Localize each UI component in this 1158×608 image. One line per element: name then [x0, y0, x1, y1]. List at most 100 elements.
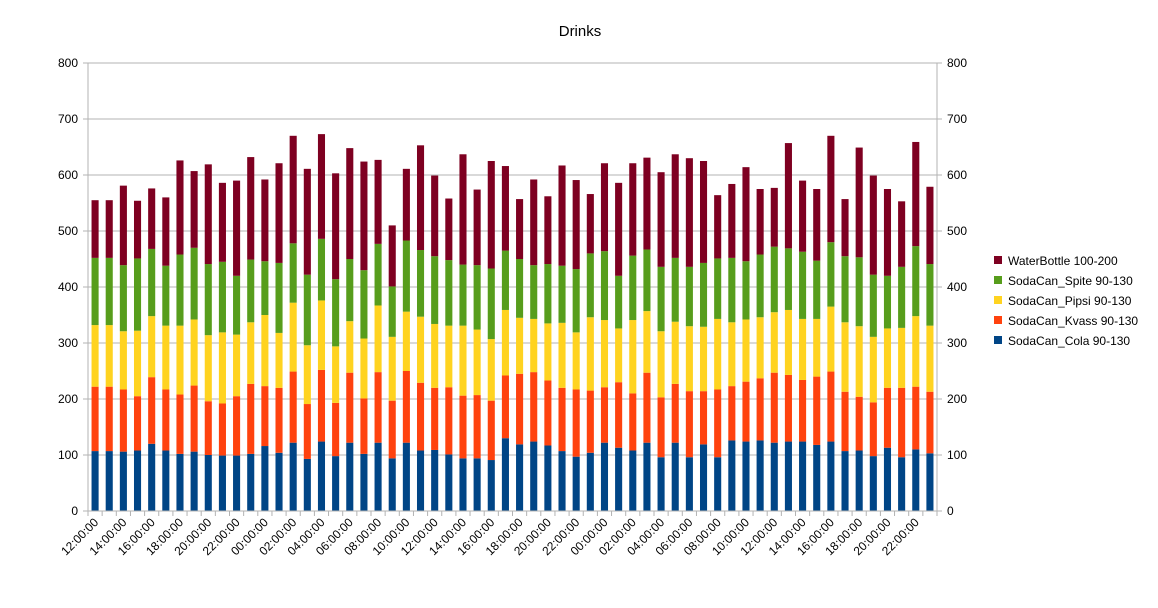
- bar-segment: [388, 400, 396, 459]
- bar-segment: [756, 254, 764, 318]
- bar-segment: [360, 338, 368, 399]
- y-tick-label-right: 0: [947, 504, 954, 518]
- bar-segment: [303, 168, 311, 275]
- bar-segment: [926, 325, 934, 392]
- bar-segment: [275, 387, 283, 453]
- y-tick-label-right: 700: [947, 112, 967, 126]
- bar-segment: [402, 168, 410, 241]
- bar-segment: [459, 458, 467, 511]
- bar-segment: [487, 268, 495, 340]
- bar-segment: [176, 160, 184, 255]
- y-tick-label-right: 600: [947, 168, 967, 182]
- bar-segment: [841, 451, 849, 511]
- bar-segment: [459, 154, 467, 265]
- bar-segment: [643, 311, 651, 373]
- bar-segment: [530, 265, 538, 319]
- bar-segment: [912, 386, 920, 450]
- bar-segment: [742, 381, 750, 442]
- bar-segment: [261, 446, 269, 511]
- bar-segment: [91, 325, 99, 387]
- y-tick-label-right: 100: [947, 448, 967, 462]
- bar-segment: [827, 135, 835, 243]
- bar-segment: [303, 274, 311, 346]
- bar-segment: [416, 316, 425, 383]
- bar-segment: [813, 189, 821, 261]
- bar-segment: [586, 390, 594, 453]
- bar-segment: [516, 199, 524, 259]
- bar-segment: [374, 243, 382, 306]
- bar-segment: [289, 371, 297, 443]
- bar-segment: [374, 442, 382, 511]
- legend-item-pipsi: SodaCan_Pipsi 90-130: [994, 294, 1132, 308]
- bar-segment: [629, 320, 637, 394]
- bar-segment: [600, 163, 609, 252]
- bar-segment: [714, 258, 722, 319]
- bar-segment: [261, 179, 269, 262]
- bar-segment: [516, 317, 524, 374]
- bar-segment: [346, 321, 354, 373]
- legend-label-waterbottle: WaterBottle 100-200: [1008, 254, 1118, 268]
- y-tick-label-left: 400: [58, 280, 78, 294]
- bar-segment: [926, 391, 934, 454]
- legend-item-cola: SodaCan_Cola 90-130: [994, 334, 1130, 348]
- bar-segment: [445, 387, 453, 455]
- bar-segment: [360, 270, 368, 339]
- bar-segment: [643, 372, 651, 443]
- bar-segment: [473, 189, 481, 266]
- bar-segment: [728, 322, 736, 387]
- bar-segment: [770, 246, 778, 313]
- legend-item-waterbottle: WaterBottle 100-200: [994, 254, 1118, 268]
- bar-segment: [770, 312, 778, 373]
- bar-segment: [530, 372, 538, 442]
- bar-segment: [204, 401, 212, 455]
- bar-segment: [303, 458, 311, 511]
- bar-segment: [756, 189, 764, 255]
- bar-segment: [501, 375, 509, 439]
- bar-segment: [685, 158, 693, 267]
- bar-segment: [133, 258, 142, 331]
- bar-segment: [303, 345, 311, 405]
- bar-segment: [728, 440, 736, 511]
- bar-segment: [643, 442, 651, 511]
- bar-segment: [487, 339, 495, 401]
- bar-segment: [841, 199, 849, 257]
- bar-segment: [218, 455, 226, 511]
- bar-segment: [346, 148, 354, 259]
- legend: WaterBottle 100-200 SodaCan_Spite 90-130…: [994, 254, 1138, 348]
- bar-segment: [402, 240, 410, 312]
- bar-segment: [445, 454, 453, 511]
- bar-segment: [317, 134, 326, 239]
- y-axis-left-ticks: 0 100 200 300 400 500 600 700 800: [58, 56, 88, 518]
- bar-segment: [728, 386, 736, 441]
- bar-segment: [572, 456, 580, 511]
- legend-label-spite: SodaCan_Spite 90-130: [1008, 274, 1133, 288]
- bar-segment: [388, 225, 396, 287]
- bar-segment: [600, 251, 609, 321]
- bar-segment: [105, 386, 113, 452]
- legend-label-pipsi: SodaCan_Pipsi 90-130: [1008, 294, 1132, 308]
- bar-segment: [926, 186, 934, 265]
- bar-segment: [346, 259, 354, 322]
- bar-segment: [91, 451, 99, 511]
- bar-segment: [572, 332, 580, 390]
- bar-segment: [501, 438, 509, 511]
- y-tick-label-right: 200: [947, 392, 967, 406]
- bar-segment: [544, 323, 552, 381]
- bar-segment: [487, 460, 495, 511]
- bar-segment: [346, 372, 354, 443]
- bar-segment: [883, 275, 892, 329]
- bar-segment: [742, 319, 750, 382]
- bar-segment: [912, 141, 920, 247]
- bar-segment: [162, 450, 170, 511]
- bar-segment: [445, 260, 453, 326]
- bar-segment: [586, 452, 594, 511]
- bar-segment: [572, 180, 580, 270]
- bar-segment: [699, 161, 708, 263]
- bar-segment: [275, 332, 283, 388]
- bar-segment: [204, 455, 212, 511]
- bar-segment: [346, 442, 354, 511]
- bar-segment: [204, 164, 212, 265]
- bar-segment: [813, 318, 821, 377]
- bar-segment: [332, 346, 340, 403]
